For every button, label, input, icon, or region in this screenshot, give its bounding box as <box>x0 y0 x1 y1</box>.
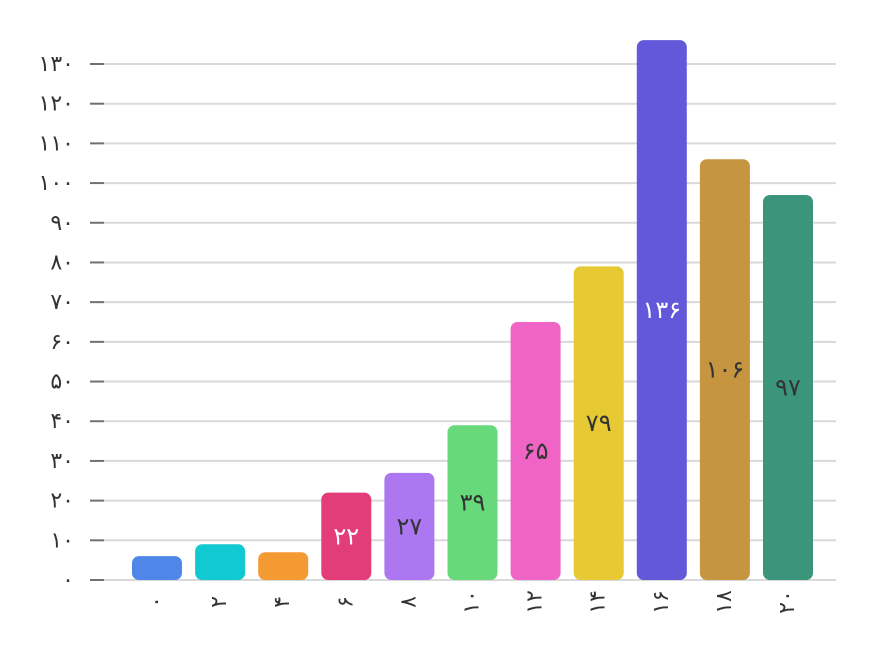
x-tick-label: ۱۴ <box>586 590 611 614</box>
x-tick-label: ۸ <box>396 596 421 608</box>
y-tick-label: ۰ <box>62 568 74 593</box>
bar <box>132 556 182 580</box>
y-tick-label: ۳۰ <box>50 449 74 474</box>
x-tick-label: ۴ <box>270 596 295 608</box>
bar-value-label: ۲۲ <box>333 522 359 550</box>
bar-value-label: ۷۹ <box>586 409 612 437</box>
x-tick-label: ۱۶ <box>649 590 674 614</box>
y-tick-label: ۱۲۰ <box>39 92 74 117</box>
y-tick-label: ۸۰ <box>50 250 74 275</box>
y-tick-label: ۱۳۰ <box>39 52 74 77</box>
bar <box>636 40 687 580</box>
bar <box>447 425 498 580</box>
x-tick-label: ۱۸ <box>712 590 737 614</box>
y-tick-label: ۶۰ <box>50 330 74 355</box>
bar-value-label: ۱۳۶ <box>642 296 681 324</box>
x-tick-label: ۶ <box>333 596 358 608</box>
bar-value-label: ۲۷ <box>397 512 423 540</box>
x-tick-label: ۲ <box>207 596 232 608</box>
y-tick-label: ۴۰ <box>50 409 74 434</box>
bar <box>384 472 435 580</box>
bar <box>258 552 309 580</box>
bars-layer: ۲۲ ۲۷ ۳۹ ۶۵ ۷۹ ۱۳۶ ۱۰۶ ۹۷ <box>132 40 813 580</box>
bar-value-label: ۹۷ <box>775 373 801 401</box>
x-tick-label: ۰ <box>144 596 169 608</box>
x-tick-label: ۲۰ <box>775 590 800 614</box>
y-tick-label: ۵۰ <box>50 370 74 395</box>
y-tick-label: ۹۰ <box>50 211 74 236</box>
bar-value-label: ۳۹ <box>460 489 486 517</box>
x-axis: ۰ ۲ ۴ ۶ ۸ ۱۰ ۱۲ ۱۴ ۱۶ ۱۸ ۲۰ <box>144 590 800 614</box>
x-tick-label: ۱۲ <box>523 590 548 614</box>
bar <box>510 322 561 580</box>
bar-value-label: ۱۰۶ <box>706 356 745 384</box>
y-tick-label: ۲۰ <box>50 489 74 514</box>
bar <box>195 544 246 580</box>
y-axis: ۰ ۱۰ ۲۰ ۳۰ ۴۰ ۵۰ ۶۰ ۷۰ ۸۰ ۹۰ ۱۰۰ ۱۱۰ ۱۲۰ ۱۳۰ <box>39 52 104 593</box>
bar <box>573 266 624 580</box>
y-tick-label: ۱۰ <box>50 528 74 553</box>
y-tick-label: ۱۰۰ <box>39 171 74 196</box>
grid-layer <box>104 63 836 581</box>
y-tick-label: ۱۱۰ <box>39 131 74 156</box>
bar <box>321 492 372 580</box>
bar <box>699 159 750 580</box>
bar-value-label: ۶۵ <box>523 437 549 465</box>
bar <box>763 194 813 580</box>
y-tick-label: ۷۰ <box>50 290 74 315</box>
x-tick-label: ۱۰ <box>460 590 485 614</box>
